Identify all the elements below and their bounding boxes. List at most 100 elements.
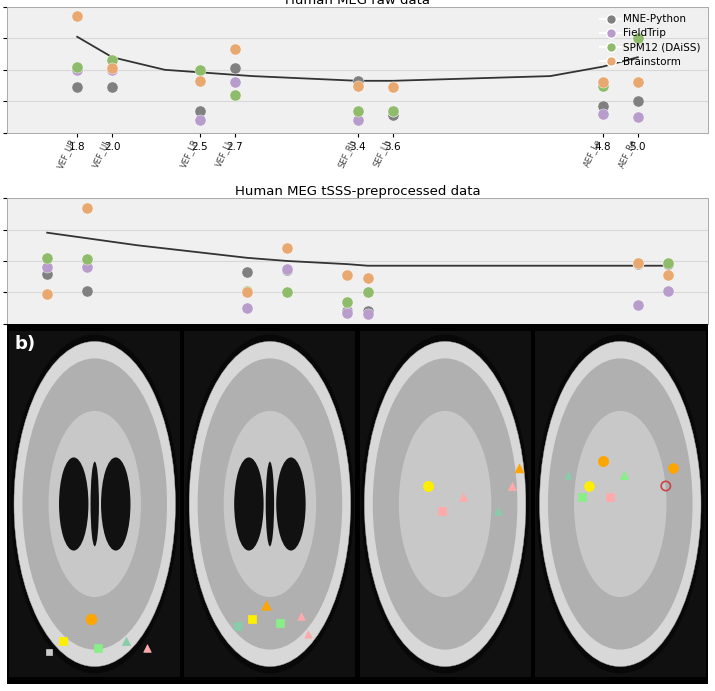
Point	[261, 599, 272, 610]
Point	[632, 257, 644, 268]
Text: VEF_LR: VEF_LR	[226, 329, 247, 360]
Bar	[9, 331, 180, 677]
Point	[662, 269, 674, 281]
Point	[282, 265, 293, 276]
Ellipse shape	[101, 457, 130, 551]
Bar	[535, 331, 706, 677]
Text: SEF_Rh: SEF_Rh	[336, 138, 358, 169]
Point	[242, 267, 253, 278]
Text: VEF_LL: VEF_LL	[214, 138, 235, 168]
Point	[513, 462, 524, 473]
Point	[436, 506, 448, 517]
Point	[457, 491, 468, 502]
Point	[86, 614, 97, 625]
Point	[41, 288, 53, 299]
Text: VEF_LR: VEF_LR	[179, 138, 200, 169]
Point	[82, 254, 93, 265]
Point	[242, 303, 253, 314]
Point	[506, 480, 518, 491]
Point	[230, 44, 241, 55]
Point	[562, 470, 573, 481]
Point	[352, 80, 363, 91]
Point	[362, 273, 373, 284]
Text: AEF_Le: AEF_Le	[582, 138, 603, 169]
Point	[194, 64, 206, 75]
Point	[72, 82, 83, 93]
Point	[387, 110, 398, 121]
Ellipse shape	[197, 359, 342, 650]
Point	[82, 285, 93, 296]
Point	[72, 11, 83, 22]
Point	[632, 96, 644, 107]
Ellipse shape	[186, 334, 354, 673]
Ellipse shape	[189, 341, 350, 667]
Ellipse shape	[574, 411, 666, 597]
Ellipse shape	[536, 334, 704, 673]
Ellipse shape	[235, 457, 264, 551]
Point	[597, 80, 608, 91]
Ellipse shape	[14, 341, 175, 667]
Point	[41, 252, 53, 263]
Point	[230, 63, 241, 74]
Legend: MNE-Python, FieldTrip, SPM12 (DAiSS), Brainstorm: MNE-Python, FieldTrip, SPM12 (DAiSS), Br…	[598, 12, 703, 69]
Point	[387, 105, 398, 116]
Point	[492, 506, 503, 517]
Ellipse shape	[266, 462, 274, 547]
X-axis label: Signal-to-Noise Ratio (dB): Signal-to-Noise Ratio (dB)	[281, 348, 434, 361]
Point	[662, 258, 674, 269]
Ellipse shape	[399, 411, 491, 597]
Point	[242, 287, 253, 298]
Point	[632, 33, 644, 44]
Point	[362, 309, 373, 320]
Text: AEF_Re: AEF_Re	[616, 329, 638, 361]
Point	[230, 77, 241, 88]
Ellipse shape	[276, 457, 305, 551]
Point	[302, 628, 314, 639]
Text: VEF_UL: VEF_UL	[66, 329, 87, 361]
Point	[597, 108, 608, 120]
Point	[576, 491, 588, 502]
Point	[387, 82, 398, 93]
Point	[604, 491, 616, 502]
Point	[632, 77, 644, 88]
Point	[660, 480, 671, 491]
Text: AEF_Le: AEF_Le	[647, 329, 668, 359]
Point	[82, 202, 93, 213]
Point	[275, 617, 286, 628]
Point	[242, 285, 253, 296]
Ellipse shape	[365, 341, 526, 667]
Point	[82, 262, 93, 273]
Ellipse shape	[361, 334, 529, 673]
Ellipse shape	[91, 462, 99, 547]
Point	[662, 285, 674, 296]
Ellipse shape	[540, 341, 701, 667]
Point	[583, 480, 594, 491]
Point	[296, 610, 307, 621]
Point	[597, 455, 608, 466]
Point	[362, 306, 373, 317]
Point	[92, 643, 104, 654]
Ellipse shape	[59, 457, 89, 551]
Point	[107, 55, 118, 66]
Point	[194, 115, 206, 126]
Point	[342, 296, 353, 307]
Point	[121, 635, 132, 646]
Bar	[184, 331, 355, 677]
Point	[662, 257, 674, 268]
Point	[632, 257, 644, 268]
Point	[230, 89, 241, 100]
Point	[194, 105, 206, 116]
Ellipse shape	[49, 411, 141, 597]
Point	[352, 75, 363, 86]
Text: VEF_UL: VEF_UL	[91, 138, 112, 169]
Text: VEF_LL: VEF_LL	[267, 329, 287, 359]
Text: b): b)	[14, 334, 35, 352]
Point	[44, 646, 55, 657]
Text: VEF_UR: VEF_UR	[26, 329, 47, 361]
Point	[57, 635, 69, 646]
Point	[342, 269, 353, 281]
Point	[282, 263, 293, 274]
Point	[352, 105, 363, 116]
Title: Human MEG tSSS-preprocessed data: Human MEG tSSS-preprocessed data	[235, 185, 480, 198]
Text: VEF_UR: VEF_UR	[56, 138, 77, 170]
